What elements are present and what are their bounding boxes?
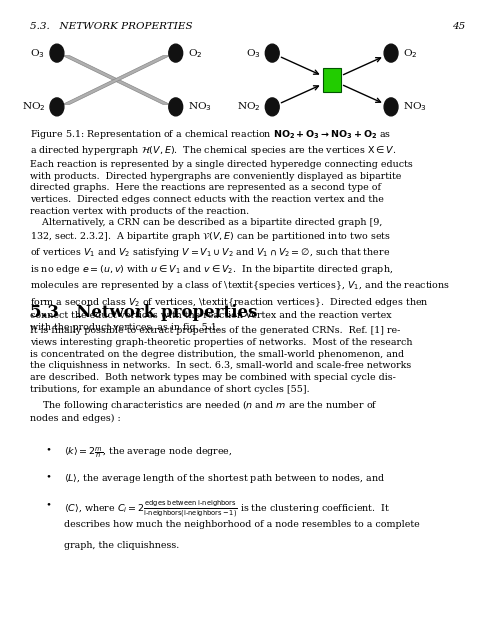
Text: O$_3$: O$_3$: [246, 47, 260, 60]
Text: Figure 5.1: Representation of a chemical reaction $\mathbf{NO_2 + O_3 \rightarro: Figure 5.1: Representation of a chemical…: [30, 128, 412, 216]
Polygon shape: [63, 56, 170, 104]
Text: O$_2$: O$_2$: [403, 47, 417, 60]
Circle shape: [169, 44, 183, 62]
Text: 5.3.   NETWORK PROPERTIES: 5.3. NETWORK PROPERTIES: [30, 22, 193, 31]
Text: graph, the cliquishness.: graph, the cliquishness.: [64, 541, 180, 550]
Text: $\langle L \rangle$, the average length of the shortest path between to nodes, a: $\langle L \rangle$, the average length …: [64, 472, 386, 484]
Text: NO$_3$: NO$_3$: [403, 100, 427, 113]
Circle shape: [169, 98, 183, 116]
Text: It is finally possible to extract properties of the generated CRNs.  Ref. [1] re: It is finally possible to extract proper…: [30, 326, 412, 423]
Text: $\bullet$: $\bullet$: [45, 499, 51, 508]
Text: O$_2$: O$_2$: [188, 47, 202, 60]
Text: $\bullet$: $\bullet$: [45, 472, 51, 481]
Text: 5.3   Network properties: 5.3 Network properties: [30, 304, 257, 321]
Polygon shape: [63, 56, 170, 104]
Text: NO$_3$: NO$_3$: [188, 100, 211, 113]
Circle shape: [384, 98, 398, 116]
Bar: [323, 68, 341, 92]
Text: NO$_2$: NO$_2$: [21, 100, 45, 113]
Text: $\langle C \rangle$, where $C_i = 2\frac{\mathrm{edges\ between\ i\text{-}neighb: $\langle C \rangle$, where $C_i = 2\frac…: [64, 499, 391, 519]
Text: $\langle k \rangle = 2\frac{m}{n}$, the average node degree,: $\langle k \rangle = 2\frac{m}{n}$, the …: [64, 445, 233, 460]
Text: 45: 45: [452, 22, 465, 31]
Text: Alternatively, a CRN can be described as a bipartite directed graph [9,
132, sec: Alternatively, a CRN can be described as…: [30, 218, 450, 332]
Text: describes how much the neighborhood of a node resembles to a complete: describes how much the neighborhood of a…: [64, 520, 420, 529]
Circle shape: [384, 44, 398, 62]
Text: $\bullet$: $\bullet$: [45, 445, 51, 454]
Text: O$_3$: O$_3$: [30, 47, 45, 60]
Text: NO$_2$: NO$_2$: [237, 100, 260, 113]
Circle shape: [265, 98, 279, 116]
Circle shape: [50, 44, 64, 62]
Circle shape: [50, 98, 64, 116]
Circle shape: [265, 44, 279, 62]
